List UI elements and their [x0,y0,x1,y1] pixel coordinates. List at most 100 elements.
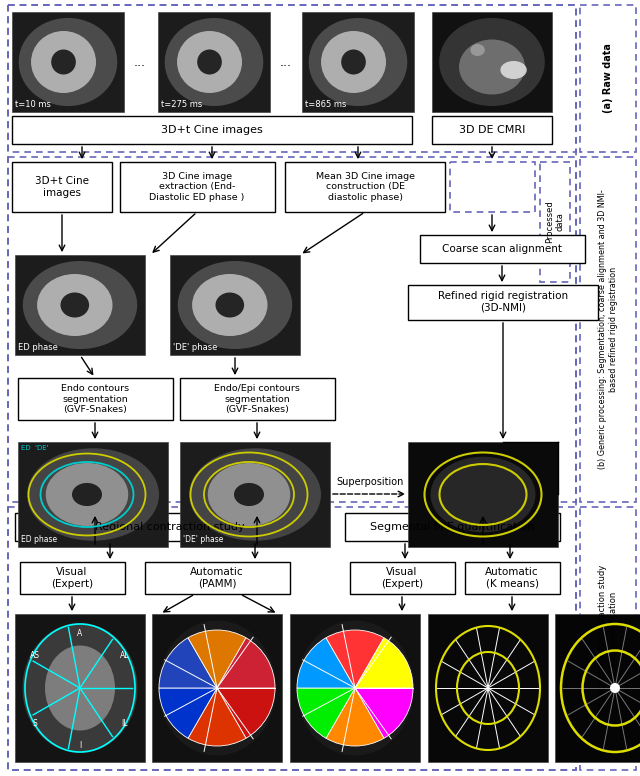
Bar [408,285,598,320]
Bar [450,162,535,212]
Ellipse shape [37,274,113,336]
Ellipse shape [470,44,485,56]
Bar [540,162,570,282]
Bar [12,162,112,212]
Ellipse shape [431,457,536,532]
Text: Automatic
(PAMM): Automatic (PAMM) [190,567,244,589]
Wedge shape [355,688,413,738]
Text: (c) Application to contraction study
and MIE quantification: (c) Application to contraction study and… [598,564,618,712]
Ellipse shape [61,293,89,317]
Ellipse shape [341,50,366,74]
Ellipse shape [22,623,138,753]
Ellipse shape [321,31,386,93]
Text: Endo/Epi contours
segmentation
(GVF-Snakes): Endo/Epi contours segmentation (GVF-Snak… [214,384,300,414]
Text: 3D Cine image
extraction (End-
Diastolic ED phase ): 3D Cine image extraction (End- Diastolic… [149,172,244,202]
Text: Mean 3D Cine image
construction (DE
diastolic phase): Mean 3D Cine image construction (DE dias… [316,172,415,202]
Ellipse shape [164,18,263,106]
Bar [8,5,576,152]
Text: 3D+t Cine images: 3D+t Cine images [161,125,263,135]
Text: ED phase: ED phase [21,535,57,544]
Bar [580,157,636,502]
Text: Processed
data: Processed data [545,201,564,244]
Text: (b) Generic processing: Segmentation, coarse alignment and 3D NMI-
based refined: (b) Generic processing: Segmentation, co… [598,189,618,469]
Ellipse shape [189,449,321,541]
Wedge shape [159,638,217,688]
Text: 3D DE CMRI: 3D DE CMRI [459,125,525,135]
Text: t=865 ms: t=865 ms [305,100,346,109]
Ellipse shape [216,293,244,317]
Bar [432,12,552,112]
Bar [432,116,552,144]
Text: I: I [79,742,81,750]
Text: AL: AL [120,652,130,660]
Ellipse shape [197,50,222,74]
Wedge shape [355,638,413,688]
Bar [302,12,414,112]
Bar [12,12,124,112]
Bar [170,255,300,355]
Bar [18,442,168,547]
Text: Endo contours
segmentation
(GVF-Snakes): Endo contours segmentation (GVF-Snakes) [61,384,129,414]
Text: Visual
(Expert): Visual (Expert) [381,567,423,589]
Text: Superposition: Superposition [336,477,404,487]
Bar [555,614,640,762]
Ellipse shape [51,50,76,74]
Text: 'DE' phase: 'DE' phase [173,343,218,352]
Wedge shape [326,688,384,746]
Text: Segmental MIE quantification: Segmental MIE quantification [370,522,534,532]
Bar [145,562,290,594]
Ellipse shape [158,621,276,756]
Bar [18,378,173,420]
Wedge shape [188,630,246,688]
Bar [580,507,636,770]
Bar [408,442,558,547]
Wedge shape [159,688,217,738]
Ellipse shape [234,483,264,506]
Bar [120,162,275,212]
Bar [8,157,576,502]
Bar [285,162,445,212]
Bar [8,5,576,770]
Bar [345,513,560,541]
Text: ED  'DE': ED 'DE' [21,445,49,451]
Wedge shape [188,688,246,746]
Ellipse shape [31,31,96,93]
Ellipse shape [459,40,525,95]
Bar [290,614,420,762]
Ellipse shape [610,683,620,693]
Bar [580,5,636,152]
Text: Coarse scan alignment: Coarse scan alignment [442,244,562,254]
Text: S: S [33,719,37,728]
Ellipse shape [439,18,545,106]
Ellipse shape [27,449,159,541]
Wedge shape [217,688,275,738]
Ellipse shape [23,261,137,349]
Text: t=10 ms: t=10 ms [15,100,51,109]
Text: (a) Raw data: (a) Raw data [603,43,613,113]
Text: A: A [77,629,83,638]
Ellipse shape [500,61,527,79]
Ellipse shape [45,646,115,730]
Bar [180,378,335,420]
Bar [12,116,412,144]
Bar [420,235,585,263]
Bar [15,614,145,762]
Text: Regional contraction study: Regional contraction study [95,522,245,532]
Text: ...: ... [280,56,292,68]
Bar [350,562,455,594]
Ellipse shape [19,18,117,106]
Text: 'DE' phase: 'DE' phase [183,535,223,544]
Ellipse shape [296,621,414,756]
Ellipse shape [308,18,407,106]
Bar [20,562,125,594]
Text: Refined rigid registration
(3D-NMI): Refined rigid registration (3D-NMI) [438,291,568,313]
Bar [15,255,145,355]
Bar [428,614,548,762]
Text: AS: AS [30,652,40,660]
Text: 3D+t Cine
images: 3D+t Cine images [35,176,89,198]
Ellipse shape [178,261,292,349]
Text: ED phase: ED phase [18,343,58,352]
Ellipse shape [45,463,128,526]
Wedge shape [297,638,355,688]
Text: ...: ... [134,56,146,68]
